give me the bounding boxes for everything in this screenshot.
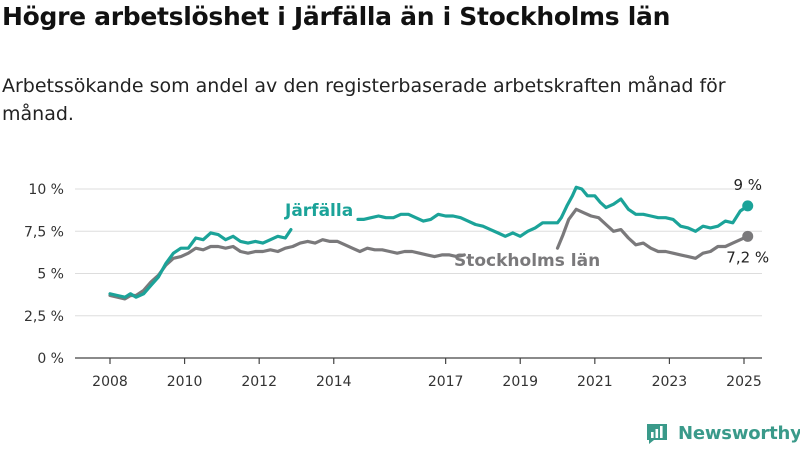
end-label-jarfalla: 9 % [733, 176, 762, 194]
series-end-markers [742, 200, 754, 242]
series-label-jarfalla: Järfälla [284, 201, 353, 221]
end-point-jarfalla [742, 200, 754, 212]
y-axis-tick-labels: 0 % 2,5 % 5 % 7,5 % 10 % [24, 182, 64, 367]
newsworthy-logo: Newsworthy [645, 421, 800, 445]
x-tick-label: 2019 [502, 374, 538, 390]
newsworthy-logo-icon [647, 424, 667, 444]
x-axis-tick-labels: 2008 2010 2012 2014 2017 2019 2021 2023 2025 [92, 374, 762, 390]
x-tick-label: 2010 [167, 374, 203, 390]
series-line-jarfalla [356, 185, 750, 238]
x-tick-label: 2023 [652, 374, 688, 390]
y-tick-label: 5 % [37, 267, 64, 283]
chart-subtitle: Arbetssökande som andel av den registerb… [2, 75, 726, 125]
series-labels: Järfälla Stockholms län 9 % 7,2 % [284, 176, 769, 271]
end-point-stockholm [742, 230, 754, 242]
x-tick-label: 2008 [92, 374, 128, 390]
x-tick-label: 2012 [241, 374, 277, 390]
y-tick-label: 0 % [37, 351, 64, 367]
y-tick-label: 7,5 % [24, 224, 64, 240]
chart-title: Högre arbetslöshet i Järfälla än i Stock… [2, 2, 671, 31]
newsworthy-logo-text: Newsworthy [678, 422, 800, 444]
x-tick-label: 2025 [726, 374, 762, 390]
series-line-stockholm [555, 207, 750, 260]
y-tick-label: 10 % [28, 182, 64, 198]
series-label-stockholm: Stockholms län [454, 251, 600, 271]
y-tick-label: 2,5 % [24, 309, 64, 325]
series-line-jarfalla [108, 228, 293, 299]
end-label-stockholm: 7,2 % [726, 248, 769, 266]
series-lines [108, 185, 750, 301]
x-axis [75, 357, 762, 364]
x-tick-label: 2014 [316, 374, 352, 390]
gridlines [75, 188, 762, 317]
x-tick-label: 2017 [428, 374, 464, 390]
x-tick-label: 2021 [577, 374, 613, 390]
